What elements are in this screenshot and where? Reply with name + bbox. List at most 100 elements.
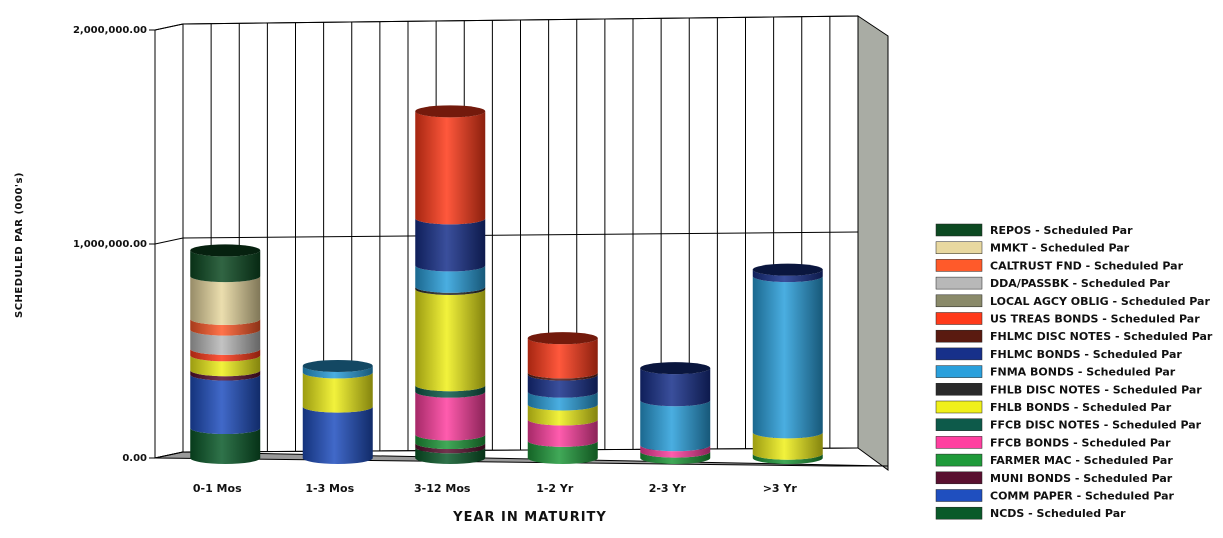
legend-label: DDA/PASSBK - Scheduled Par (990, 277, 1170, 290)
bar-segment (415, 385, 486, 398)
bar-segment (415, 111, 486, 225)
y-tick-label: 1,000,000.00 (73, 239, 147, 250)
legend-label: FNMA BONDS - Scheduled Par (990, 366, 1176, 379)
bars (190, 105, 823, 464)
grid-line-horizontal (182, 15, 859, 25)
legend-swatch (935, 223, 983, 237)
legend-swatch (935, 365, 983, 378)
bar-segment (190, 348, 261, 362)
bar-segment (415, 286, 486, 295)
x-tick-label: 1-2 Yr (536, 482, 574, 495)
legend-label: FHLB BONDS - Scheduled Par (990, 401, 1172, 414)
x-tick-label: 0-1 Mos (193, 482, 242, 495)
legend-swatch (935, 453, 983, 467)
bar-segment (415, 443, 486, 454)
bar-segment (527, 372, 598, 381)
bar-segment (640, 368, 711, 407)
bar-segment (527, 440, 598, 464)
bar-segment (640, 400, 711, 452)
bar-top-cap (415, 105, 486, 118)
bar-segment (527, 419, 598, 447)
bar-top-cap (640, 362, 711, 375)
legend-label: FFCB DISC NOTES - Scheduled Par (990, 419, 1202, 432)
legend-swatch (935, 294, 983, 308)
legend: REPOS - Scheduled Par MMKT - Scheduled Pa… (935, 223, 1213, 520)
legend-label: FFCB BONDS - Scheduled Par (990, 436, 1171, 449)
legend-swatch (935, 400, 983, 414)
bar-segment (190, 370, 261, 381)
grid-line-horizontal (154, 237, 184, 245)
x-tick-labels: 0-1 Mos 1-3 Mos 3-12 Mos 1-2 Yr 2-3 Yr >3 Yr (193, 482, 798, 495)
bar-segment (527, 374, 598, 398)
bar-segment (415, 218, 486, 272)
bar-stack (302, 359, 373, 464)
legend-swatch (935, 312, 983, 325)
legend-label: NCDS - Scheduled Par (990, 507, 1126, 520)
legend-label: CALTRUST FND - Scheduled Par (990, 259, 1184, 272)
bar-segment (752, 276, 823, 439)
bar-segment (752, 269, 823, 283)
legend-swatch (935, 471, 983, 485)
y-tick-label: 2,000,000.00 (73, 25, 147, 36)
legend-label: LOCAL AGCY OBLIG - Scheduled Par (990, 295, 1210, 308)
side-wall-right (857, 15, 889, 471)
bar-segment (190, 329, 261, 355)
bar-segment (190, 250, 261, 283)
legend-swatch (935, 489, 983, 502)
bar-segment (302, 406, 373, 464)
bar-segment (415, 288, 486, 392)
legend-label: FHLB DISC NOTES - Scheduled Par (990, 383, 1202, 396)
x-tick-label: 3-12 Mos (414, 482, 471, 495)
x-axis-label: YEAR IN MATURITY (452, 510, 607, 525)
y-tick-label: 0.00 (122, 453, 147, 464)
legend-swatch (935, 383, 983, 396)
bar-segment (527, 404, 598, 426)
y-tick-labels: 0.00 1,000,000.00 2,000,000.00 (73, 25, 147, 464)
legend-label: MMKT - Scheduled Par (990, 242, 1130, 255)
legend-swatch (935, 259, 983, 272)
bar-stack (640, 362, 711, 464)
bar-segment (415, 391, 486, 441)
legend-label: FHLMC BONDS - Scheduled Par (990, 348, 1182, 361)
bar-segment (752, 432, 823, 460)
legend-swatch (935, 347, 983, 361)
legend-swatch (935, 329, 983, 343)
y-axis-label: SCHEDULED PAR (000's) (14, 172, 25, 318)
x-tick-label: >3 Yr (763, 482, 798, 495)
grid-line-horizontal (182, 447, 859, 453)
bar-stack (527, 332, 598, 464)
bar-segment (415, 265, 486, 293)
bar-segment (190, 276, 261, 325)
legend-swatch (935, 436, 983, 449)
legend-label: US TREAS BONDS - Scheduled Par (990, 313, 1200, 326)
legend-label: MUNI BONDS - Scheduled Par (990, 472, 1173, 485)
legend-label: REPOS - Scheduled Par (990, 224, 1133, 237)
legend-label: FARMER MAC - Scheduled Par (990, 454, 1173, 467)
bar-segment (190, 374, 261, 435)
grid-line-horizontal (182, 231, 859, 239)
bar-segment (190, 355, 261, 377)
grid-line-horizontal (154, 23, 184, 31)
legend-swatch (935, 506, 983, 520)
bar-segment (190, 318, 261, 336)
bar-segment (527, 338, 598, 379)
bar-top-cap (527, 332, 598, 345)
bar-top-cap (752, 263, 823, 276)
bar-segment (752, 453, 823, 464)
bar-stack (752, 263, 823, 464)
bar-segment (415, 434, 486, 450)
bar-top-cap (190, 244, 261, 257)
bar-segment (640, 451, 711, 464)
grid-line-horizontal (154, 451, 184, 459)
legend-label: FHLMC DISC NOTES - Scheduled Par (990, 330, 1213, 343)
bar-top-cap (302, 359, 373, 372)
legend-swatch (935, 418, 983, 431)
legend-swatch (935, 241, 983, 254)
bar-segment (640, 445, 711, 458)
bar-segment (527, 391, 598, 411)
bar-segment (415, 447, 486, 464)
bar-stack (415, 105, 486, 464)
bar-segment (190, 428, 261, 464)
